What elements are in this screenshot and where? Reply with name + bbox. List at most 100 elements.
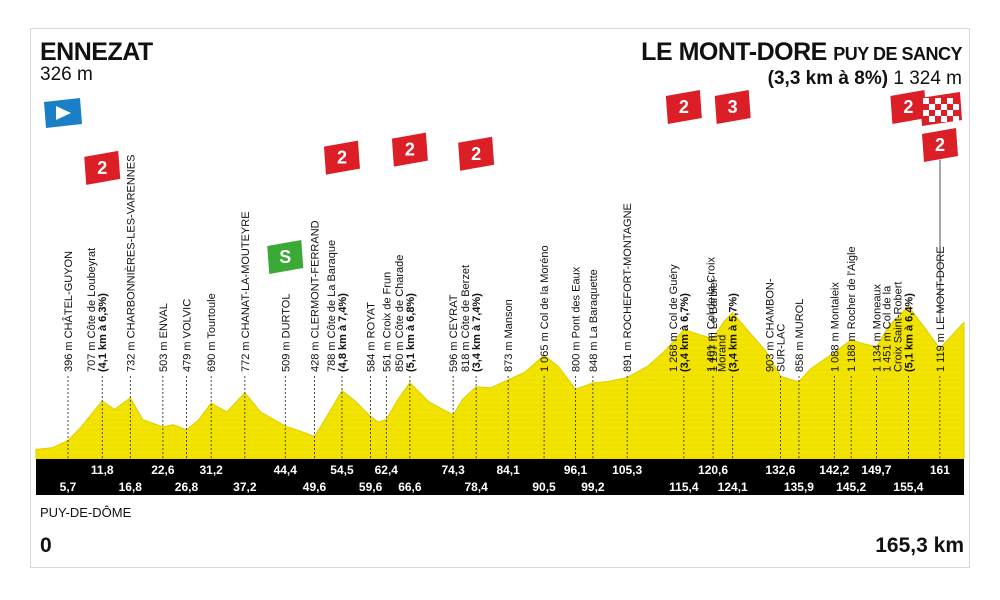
kom-flag: 3 xyxy=(714,90,751,124)
waypoint-label: 1 088 m Montaleix xyxy=(829,282,841,372)
sprint-flag-label: S xyxy=(279,247,291,267)
waypoint-km: 120,6 xyxy=(698,463,728,477)
waypoint: 479 m VOLVIC 26,8 xyxy=(175,299,199,494)
waypoint: 1 451 m Col de la Croix Saint-Robert (5,1 … xyxy=(881,90,927,494)
waypoint-climb-detail: (3,4 km à 7,4%) xyxy=(471,293,483,372)
waypoint: 396 m CHÂTEL-GUYON 5,7 xyxy=(60,251,77,494)
waypoint: 1 088 m Montaleix 142,2 xyxy=(819,282,849,477)
waypoint-climb-detail: (3,4 km à 5,7%) xyxy=(728,293,740,372)
waypoint-km: 105,3 xyxy=(612,463,642,477)
waypoint-km: 62,4 xyxy=(375,463,399,477)
kom-flag: 2 xyxy=(84,150,121,185)
kom-flag: 2 xyxy=(391,132,428,167)
waypoint-km: 37,2 xyxy=(233,480,257,494)
play-icon xyxy=(56,106,71,120)
waypoint-km: 145,2 xyxy=(836,480,866,494)
finish-checkered-flag xyxy=(920,92,962,126)
waypoint-label: 503 m ENVAL xyxy=(158,303,170,372)
waypoint-label: 1 065 m Col de la Moréno xyxy=(539,245,551,372)
waypoint-label: 1 197 m Le Barbier xyxy=(708,278,720,372)
waypoint-km: 115,4 xyxy=(669,480,699,494)
waypoint-km: 96,1 xyxy=(564,463,588,477)
finish-details: (3,3 km à 8%) 1 324 m xyxy=(641,68,962,90)
waypoint: 428 m CLERMONT-FERRAND 49,6 xyxy=(303,220,327,494)
kom-flag-label: 2 xyxy=(471,144,481,164)
waypoint-km: 11,8 xyxy=(91,463,114,477)
waypoint: 1 401 m Col de la Croix Morand (3,4 km à 5… xyxy=(706,90,751,494)
kom-flag-label: 2 xyxy=(405,140,415,160)
waypoint-label: 1 268 m Col de Guéry xyxy=(668,264,680,372)
finish-kom-flag-label: 2 xyxy=(935,135,945,155)
waypoint-km: 132,6 xyxy=(765,463,795,477)
waypoint-label: 479 m VOLVIC xyxy=(181,299,193,372)
start-flag xyxy=(44,98,82,128)
waypoint: 584 m ROYAT 59,6 xyxy=(359,302,383,494)
kom-flag: 2 xyxy=(665,90,702,124)
waypoint-label: 428 m CLERMONT-FERRAND xyxy=(309,220,321,372)
waypoint-label: 788 m Côte de La Baraque xyxy=(326,240,338,372)
waypoint-label: 1 119 m LE MONT-DORE xyxy=(935,246,947,372)
finish-header: LE MONT-DORE PUY DE SANCY (3,3 km à 8%) … xyxy=(641,38,962,90)
waypoint-label: 848 m La Baraquette xyxy=(588,269,600,372)
waypoint: 818 m Côte de Berzet (3,4 km à 7,4%) 78,4 2 xyxy=(458,136,495,494)
waypoint-label: 1 401 m Col de la Croix xyxy=(706,257,718,372)
km-band xyxy=(36,459,964,495)
finish-town: LE MONT-DORE xyxy=(641,38,827,66)
waypoint-label: 891 m ROCHEFORT-MONTAGNE xyxy=(622,203,634,372)
waypoint-climb-detail: (5,1 km à 6,4%) xyxy=(903,293,915,372)
finish-title: LE MONT-DORE PUY DE SANCY xyxy=(641,38,962,67)
waypoint-km: 135,9 xyxy=(784,480,814,494)
waypoint: 503 m ENVAL 22,6 xyxy=(151,303,175,477)
waypoint-label: 858 m MUROL xyxy=(794,299,806,372)
waypoint-km: 149,7 xyxy=(861,463,891,477)
waypoint-km: 84,1 xyxy=(496,463,520,477)
waypoint-km: 44,4 xyxy=(274,463,298,477)
waypoint: 873 m Manson 84,1 xyxy=(496,299,520,477)
waypoint-label: 772 m CHANAT-LA-MOUTEYRE xyxy=(240,211,252,372)
waypoint-climb-detail: (4,8 km à 7,4%) xyxy=(337,293,349,372)
waypoint-label: 1 451 m Col de la xyxy=(881,285,893,372)
waypoint: 850 m Côte de Charade (5,1 km à 6,8%) 66,6… xyxy=(391,132,428,494)
waypoint-km: 26,8 xyxy=(175,480,199,494)
kom-flag: 2 xyxy=(890,90,927,124)
waypoint-label: 707 m Côte de Loubeyrat xyxy=(86,248,98,372)
sprint-flag: S xyxy=(267,240,304,274)
waypoint-label-line2: Morand xyxy=(717,335,729,372)
waypoint: 509 m DURTOL 44,4 S xyxy=(267,240,304,477)
waypoint: 596 m CEYRAT 74,3 xyxy=(441,294,465,477)
waypoint-label: 800 m Pont des Eaux xyxy=(571,266,583,372)
waypoint: 772 m CHANAT-LA-MOUTEYRE 37,2 xyxy=(233,211,257,494)
waypoint-km: 124,1 xyxy=(718,480,748,494)
profile-area xyxy=(35,305,965,460)
kom-flag: 2 xyxy=(458,136,495,171)
waypoint-km: 90,5 xyxy=(532,480,556,494)
start-altitude: 326 m xyxy=(40,64,93,85)
start-town: ENNEZAT xyxy=(40,38,153,66)
waypoint-label: 732 m CHARBONNIÈRES-LES-VARENNES xyxy=(124,155,137,372)
waypoint: 707 m Côte de Loubeyrat (4,1 km à 6,3%) 11… xyxy=(84,150,121,477)
waypoint: 1 065 m Col de la Moréno 90,5 xyxy=(532,245,556,494)
waypoint-km: 66,6 xyxy=(398,480,422,494)
waypoint-label: 1 188 m Rocher de l'Aigle xyxy=(846,246,858,372)
kom-flag-label: 2 xyxy=(97,158,107,178)
waypoint-label: 873 m Manson xyxy=(503,299,515,372)
waypoint: 1 197 m Le Barbier 120,6 xyxy=(698,278,728,477)
kom-flag-label: 2 xyxy=(679,97,689,117)
kom-flag-label: 2 xyxy=(903,97,913,117)
waypoint-label-line2: Croix Saint-Robert xyxy=(892,282,904,372)
waypoint-km: 54,5 xyxy=(330,463,354,477)
department-label: PUY-DE-DÔME xyxy=(40,505,132,520)
finish-summit: PUY DE SANCY xyxy=(833,44,962,64)
waypoint: 800 m Pont des Eaux 96,1 xyxy=(564,266,588,477)
finish-climb: (3,3 km à 8%) xyxy=(767,68,889,89)
km-total: 165,3 km xyxy=(875,534,964,557)
waypoint-label: 509 m DURTOL xyxy=(280,294,292,372)
finish-kom-flag: 2 xyxy=(922,128,958,162)
waypoint-climb-detail: (3,4 km à 6,7%) xyxy=(679,293,691,372)
waypoint: 1 119 m LE MONT-DORE 161 xyxy=(930,246,950,477)
waypoint-km: 161 xyxy=(930,463,950,477)
waypoint: 561 m Croix de Frun 62,4 xyxy=(375,272,399,477)
waypoint: 858 m MUROL 135,9 xyxy=(784,299,814,494)
waypoint: 690 m Tourtoule 31,2 xyxy=(199,293,223,477)
chart-frame xyxy=(30,28,970,568)
